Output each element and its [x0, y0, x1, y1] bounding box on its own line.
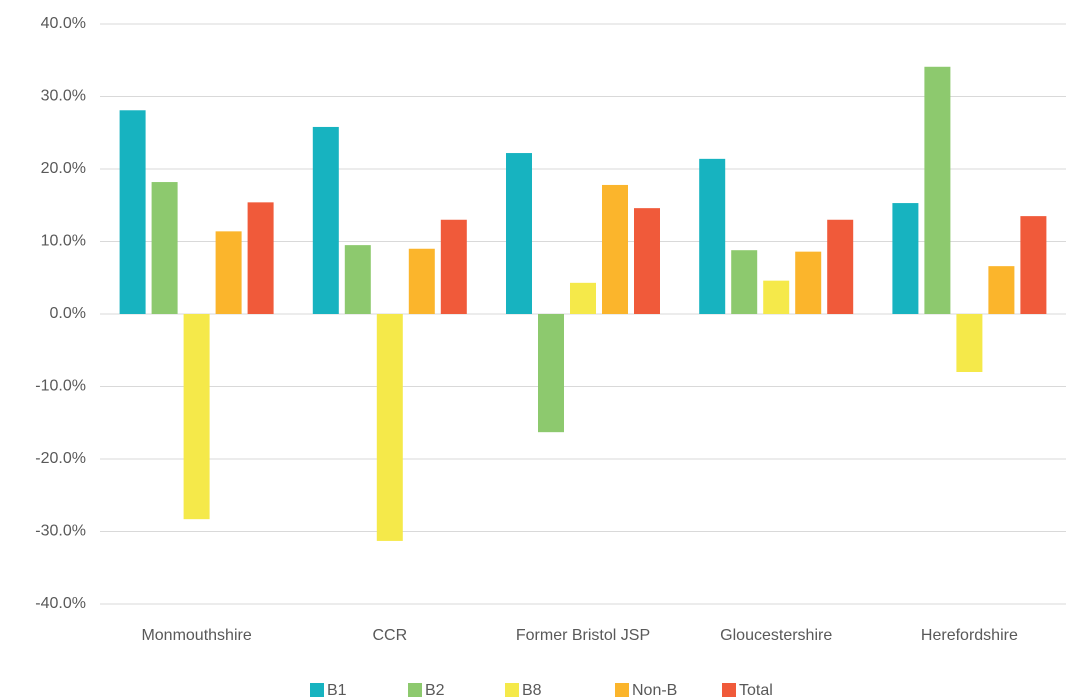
bar: [763, 280, 790, 314]
legend-swatch: [722, 683, 736, 697]
y-tick-label: -20.0%: [35, 450, 86, 467]
bar: [151, 182, 178, 314]
bar: [892, 203, 919, 314]
legend-label: Non-B: [632, 682, 677, 699]
legend-label: B1: [327, 682, 347, 699]
legend-swatch: [615, 683, 629, 697]
bar: [538, 314, 564, 433]
bar: [956, 314, 983, 372]
bar: [924, 66, 951, 315]
x-tick-label: Former Bristol JSP: [516, 627, 650, 644]
bar: [988, 266, 1015, 314]
bar: [408, 248, 435, 314]
x-tick-label: Monmouthshire: [141, 627, 251, 644]
x-tick-label: Herefordshire: [921, 627, 1018, 644]
y-tick-label: 10.0%: [41, 233, 86, 250]
bar: [215, 231, 242, 314]
legend-label: B8: [522, 682, 542, 699]
bar: [731, 250, 758, 314]
y-tick-label: 30.0%: [41, 88, 86, 105]
bar: [344, 245, 371, 314]
y-tick-label: -30.0%: [35, 523, 86, 540]
legend-swatch: [408, 683, 422, 697]
legend-swatch: [310, 683, 324, 697]
y-tick-label: 0.0%: [50, 305, 86, 322]
bar: [602, 184, 628, 314]
bar: [570, 282, 596, 314]
bar: [699, 158, 726, 314]
bar: [247, 202, 274, 314]
bar: [795, 251, 822, 314]
bar: [1020, 216, 1047, 314]
bar: [506, 153, 532, 314]
x-tick-label: CCR: [372, 627, 407, 644]
bar: [440, 219, 467, 314]
bar: [119, 110, 146, 315]
y-tick-label: -40.0%: [35, 595, 86, 612]
y-tick-label: 20.0%: [41, 160, 86, 177]
bar: [183, 314, 210, 520]
y-tick-label: -10.0%: [35, 378, 86, 395]
legend-label: Total: [739, 682, 773, 699]
bar: [634, 208, 660, 314]
legend-swatch: [505, 683, 519, 697]
bar: [827, 219, 854, 314]
bar: [312, 126, 339, 314]
legend-label: B2: [425, 682, 445, 699]
y-tick-label: 40.0%: [41, 15, 86, 32]
x-tick-label: Gloucestershire: [720, 627, 832, 644]
bar: [376, 314, 403, 541]
